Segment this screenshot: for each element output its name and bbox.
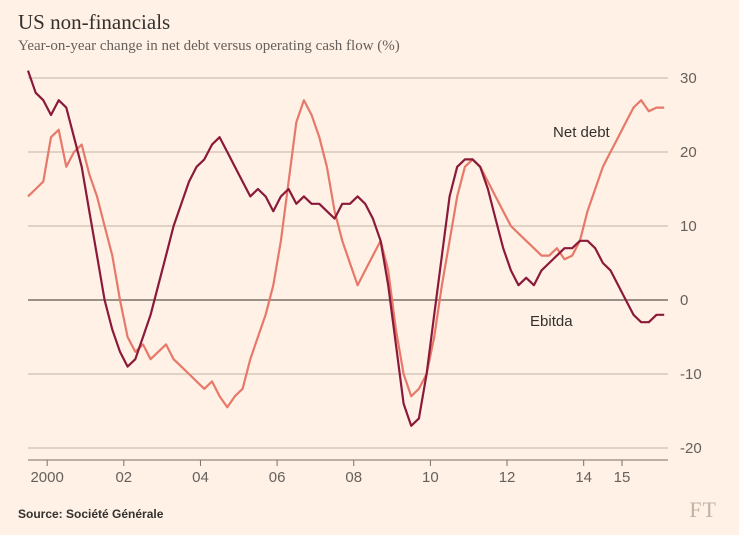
x-tick-label: 06 [269, 469, 286, 486]
ft-logo: FT [689, 497, 717, 523]
line-chart: -20 -10 0 10 20 30 2000 02 04 06 08 10 12 14 15 Net deb… [18, 68, 728, 488]
y-tick-label: 0 [680, 292, 688, 309]
x-tick-label: 08 [345, 469, 362, 486]
series-label-net-debt: Net debt [553, 124, 611, 141]
y-tick-label: -20 [680, 440, 702, 457]
chart-subtitle: Year-on-year change in net debt versus o… [18, 38, 400, 55]
y-tick-label: 10 [680, 218, 697, 235]
x-tick-label: 10 [422, 469, 439, 486]
series-label-ebitda: Ebitda [530, 313, 573, 330]
y-tick-label: 30 [680, 70, 697, 87]
series-net-debt [28, 100, 664, 407]
y-tick-label: 20 [680, 144, 697, 161]
y-tick-label: -10 [680, 366, 702, 383]
x-tick-label: 14 [575, 469, 592, 486]
source-text: Source: Société Générale [18, 507, 163, 521]
x-tick-label: 12 [499, 469, 516, 486]
x-tick-label: 2000 [30, 469, 63, 486]
x-tick-label: 02 [115, 469, 132, 486]
x-tick-label: 04 [192, 469, 209, 486]
chart-container: US non-financials Year-on-year change in… [0, 0, 739, 535]
x-tick-label: 15 [614, 469, 631, 486]
chart-title: US non-financials [18, 10, 170, 35]
